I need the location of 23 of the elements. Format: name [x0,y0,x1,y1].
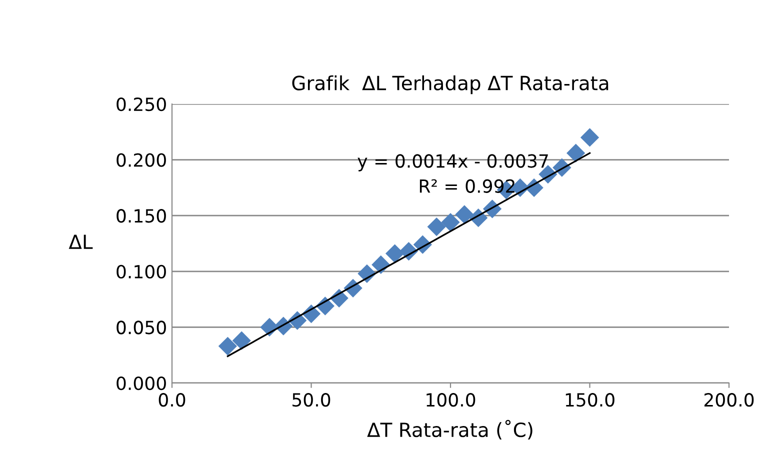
y-tick-label: 0.150 [116,209,166,223]
point [232,331,251,350]
x-tick-label: 150.0 [566,393,614,407]
x-axis-title: ΔT Rata-rata (˚C) [367,420,532,440]
y-axis-title: ΔL [68,234,93,249]
y-tick-label: 0.000 [116,376,166,390]
point [580,128,600,147]
y-tick-label: 0.250 [116,97,166,112]
x-tick-label: 100.0 [426,393,476,407]
annotation: y = 0.0014x - 0.0037 [358,154,548,172]
x-tick-label: 50.0 [292,393,330,407]
y-tick-label: 0.050 [116,320,166,334]
y-tick-label: 0.100 [116,264,166,279]
point [385,244,404,263]
point [427,217,446,236]
chart-title: Grafik ΔL Terhadap ΔT Rata-rata [292,75,608,94]
y-tick-label: 0.200 [116,153,166,167]
point [566,144,586,162]
x-tick-label: 200.0 [704,393,754,407]
x-tick-label: 0.0 [158,393,186,407]
point [218,336,238,356]
point [441,212,460,232]
point [455,205,474,224]
